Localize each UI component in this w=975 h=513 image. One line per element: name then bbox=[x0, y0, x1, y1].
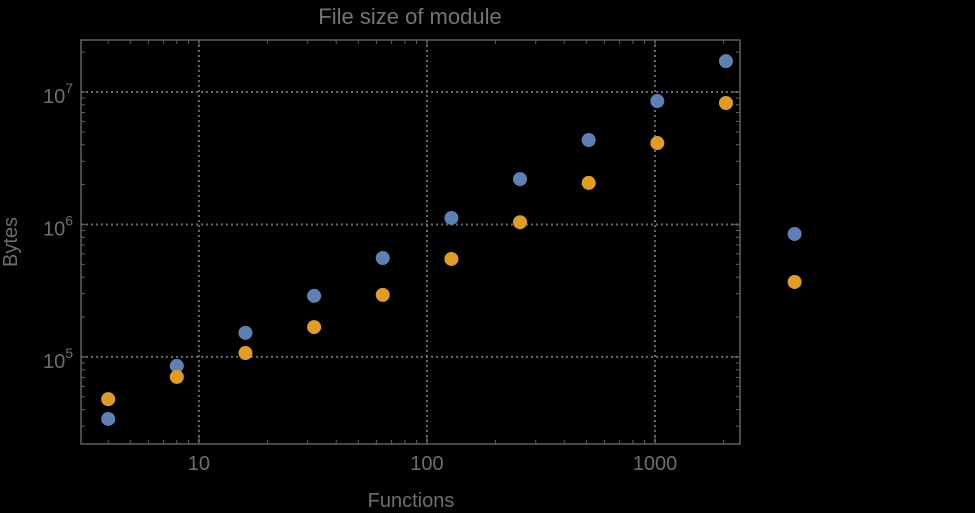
y-axis-label: Bytes bbox=[0, 217, 22, 267]
plot-frame bbox=[80, 39, 741, 445]
data-point-series-blue bbox=[307, 288, 322, 303]
data-point-series-blue bbox=[718, 54, 733, 69]
data-point-series-blue bbox=[650, 94, 665, 109]
chart-title: File size of module bbox=[318, 4, 501, 29]
data-point-series-blue bbox=[101, 411, 116, 426]
data-point-series-orange bbox=[238, 346, 253, 361]
y-tick-label: 106 bbox=[43, 212, 73, 240]
data-point-series-blue bbox=[169, 358, 184, 373]
x-axis-label: Functions bbox=[368, 490, 455, 512]
data-point-series-orange bbox=[718, 96, 733, 111]
data-point-series-blue bbox=[513, 172, 528, 187]
data-point-series-blue bbox=[787, 226, 802, 241]
x-tick-label: 100 bbox=[410, 453, 443, 475]
axis-ticks bbox=[81, 40, 740, 444]
data-point-series-blue bbox=[444, 210, 459, 225]
data-point-series-orange bbox=[444, 251, 459, 266]
data-point-series-orange bbox=[581, 175, 596, 190]
data-point-series-orange bbox=[513, 215, 528, 230]
gridlines bbox=[81, 40, 740, 444]
x-tick-label: 10 bbox=[188, 453, 210, 475]
data-point-series-blue bbox=[238, 325, 253, 340]
data-point-series-orange bbox=[787, 274, 802, 289]
tick-labels: 10 100 1000 105 106 107 bbox=[43, 80, 677, 475]
x-tick-label: 1000 bbox=[633, 453, 678, 475]
data-point-series-blue bbox=[375, 251, 390, 266]
data-point-series-orange bbox=[101, 392, 116, 407]
y-tick-label: 105 bbox=[43, 345, 73, 373]
data-point-series-orange bbox=[169, 369, 184, 384]
data-point-series-orange bbox=[307, 320, 322, 335]
data-point-series-blue bbox=[581, 133, 596, 148]
data-point-series-orange bbox=[375, 287, 390, 302]
y-tick-label: 107 bbox=[43, 80, 73, 108]
data-points bbox=[101, 54, 802, 426]
data-point-series-orange bbox=[650, 136, 665, 151]
